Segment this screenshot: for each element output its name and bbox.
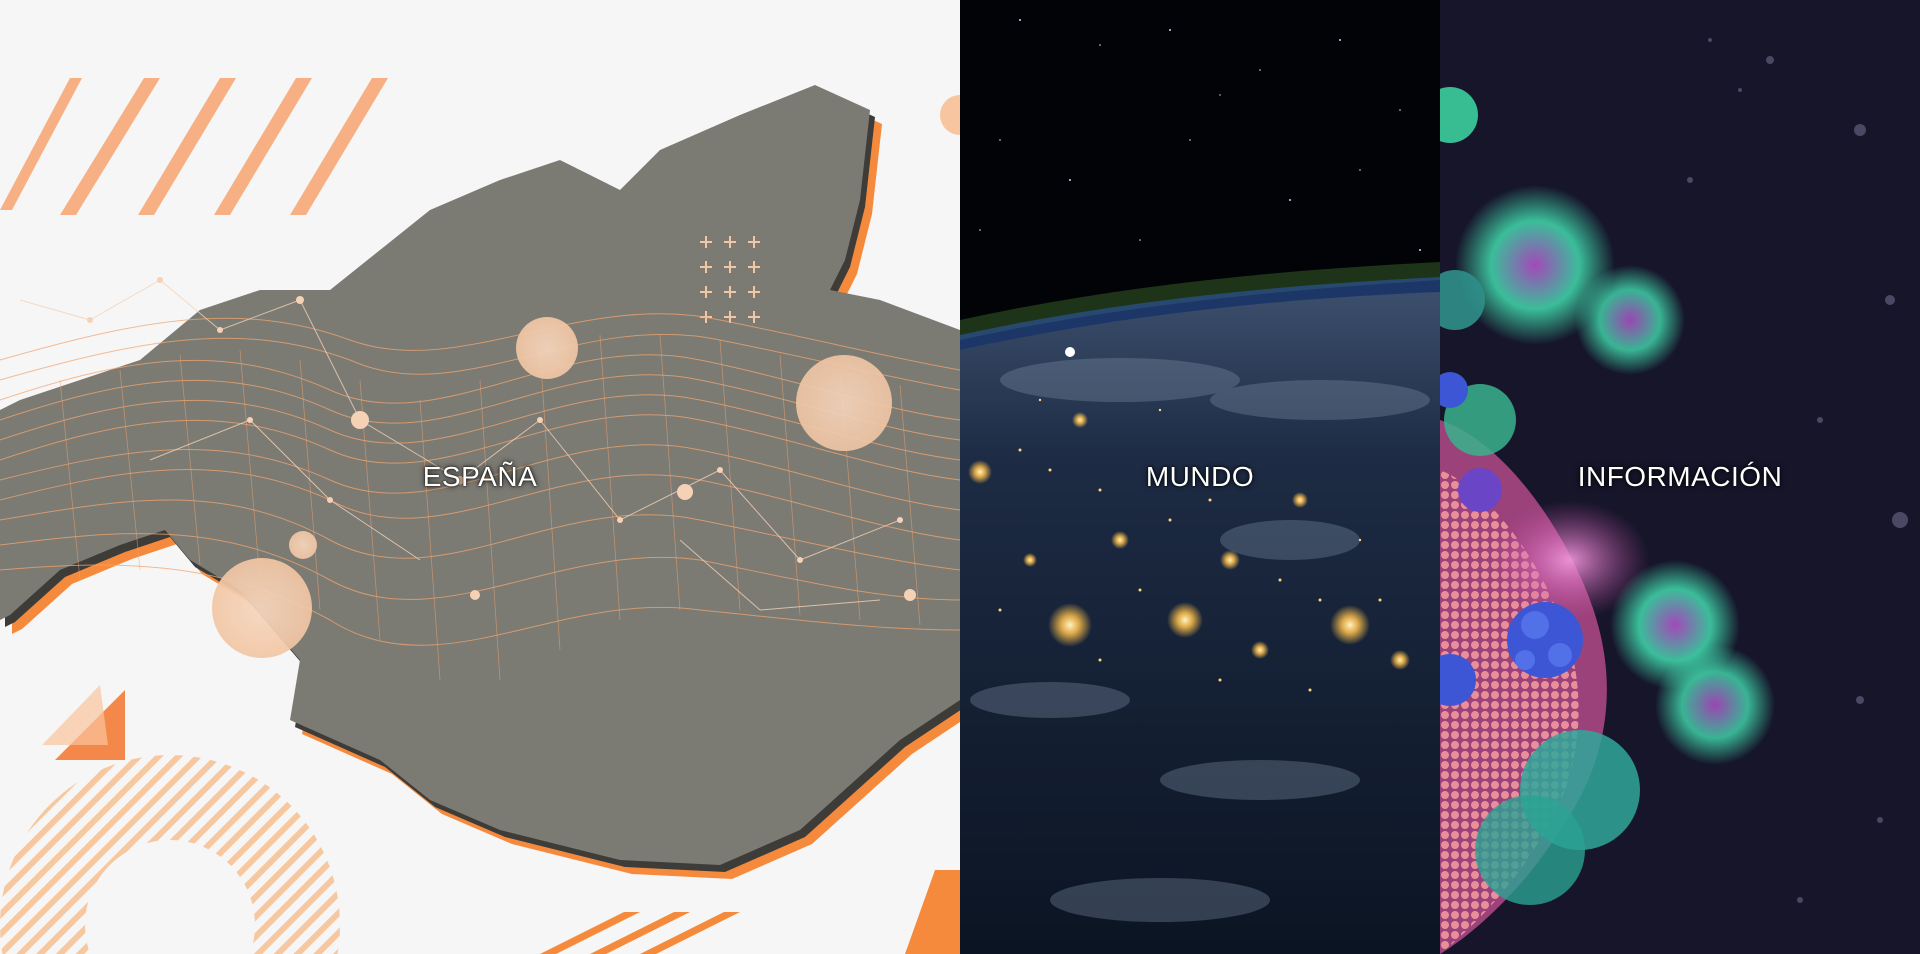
panel-informacion[interactable]: INFORMACIÓN — [1440, 0, 1920, 954]
panel-mundo[interactable]: MUNDO — [960, 0, 1440, 954]
panel-espana[interactable]: ESPAÑA — [0, 0, 960, 954]
earth-at-night-image — [960, 0, 1440, 954]
spain-map-illustration — [0, 78, 960, 954]
coronavirus-illustration — [1440, 0, 1920, 954]
